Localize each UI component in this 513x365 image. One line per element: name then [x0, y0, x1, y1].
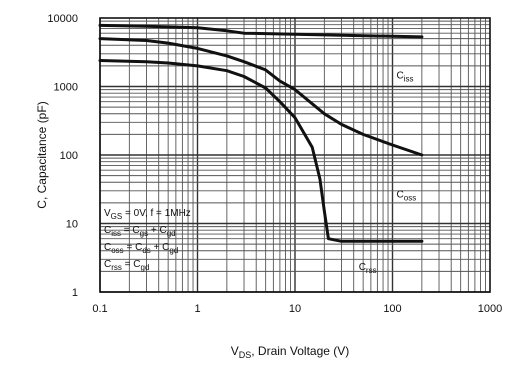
y-tick-label: 1000 [54, 82, 78, 94]
x-axis-label: VDS, Drain Voltage (V) [231, 344, 350, 360]
annotation-line: Ciss = Cgs + Cgd [104, 225, 176, 238]
series-labels: Ciss Coss Crss [359, 71, 417, 275]
annotation-line: VGS = 0V, f = 1MHz [104, 208, 191, 221]
annotation-line: Crss = Cgd [104, 259, 149, 272]
y-axis-ticks: 1 10 100 1000 10000 [47, 13, 78, 299]
x-tick-label: 10 [289, 303, 301, 315]
y-tick-label: 100 [60, 150, 78, 162]
conditions-annotation: VGS = 0V, f = 1MHz Ciss = Cgs + Cgd Coss =… [104, 208, 191, 272]
x-tick-label: 0.1 [92, 303, 107, 315]
series-label-ciss: Ciss [397, 71, 414, 84]
x-tick-label: 1000 [478, 303, 502, 315]
y-tick-label: 10000 [47, 13, 78, 25]
y-tick-label: 1 [72, 287, 78, 299]
series-label-coss: Coss [397, 189, 417, 202]
chart-curves [98, 23, 424, 243]
x-tick-label: 1 [194, 303, 200, 315]
plot-frame [99, 17, 491, 293]
series-line-ciss [98, 23, 424, 39]
x-tick-label: 100 [383, 303, 401, 315]
series-label-crss: Crss [359, 262, 377, 275]
series-line-crss [98, 59, 424, 243]
annotation-line: Coss = Cds + Cgd [104, 242, 178, 255]
y-tick-label: 10 [66, 219, 78, 231]
x-axis-ticks: 0.1 1 10 100 1000 [92, 303, 502, 315]
series-line-coss [98, 37, 424, 157]
y-axis-label: C, Capacitance (pF) [35, 101, 49, 208]
